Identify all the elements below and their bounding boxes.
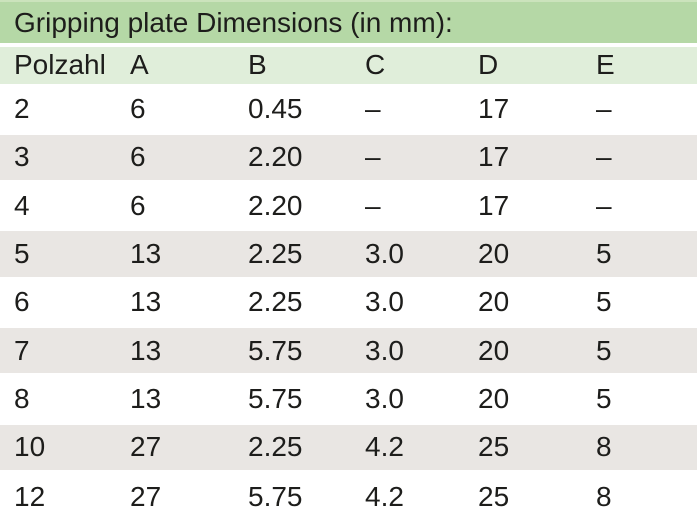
table-cell: 3 [0, 131, 116, 182]
table-cell: 6 [116, 180, 234, 230]
table-cell: 20 [464, 276, 582, 327]
table-cell: 8 [0, 373, 116, 424]
table-cell: 8 [582, 421, 697, 472]
table-cell: 5.75 [234, 325, 351, 375]
table-cell: 25 [464, 421, 582, 472]
table-cell: – [351, 180, 464, 230]
table-row: 7 13 5.75 3.0 20 5 [0, 325, 697, 375]
table-cell: 7 [0, 325, 116, 375]
table-cell: 3.0 [351, 276, 464, 327]
table-cell: 17 [464, 180, 582, 230]
table-cell: 2.20 [234, 180, 351, 230]
table-cell: 8 [582, 470, 697, 520]
table-cell: 27 [116, 470, 234, 520]
column-header-c: C [351, 43, 464, 85]
table-cell: 2.25 [234, 228, 351, 279]
column-header-polzahl: Polzahl [0, 43, 116, 85]
table-cell: 27 [116, 421, 234, 472]
table-cell: 13 [116, 373, 234, 424]
table-cell: – [351, 83, 464, 134]
table-cell: 3.0 [351, 373, 464, 424]
table-cell: 13 [116, 228, 234, 279]
table-cell: 20 [464, 325, 582, 375]
table-cell: 5.75 [234, 373, 351, 424]
table-cell: 2.20 [234, 131, 351, 182]
table-cell: 5.75 [234, 470, 351, 520]
table-cell: 3.0 [351, 325, 464, 375]
table-cell: 12 [0, 470, 116, 520]
table-cell: 13 [116, 325, 234, 375]
column-header-e: E [582, 43, 697, 85]
title-bar: Gripping plate Dimensions (in mm): [0, 0, 697, 45]
table-cell: 2.25 [234, 276, 351, 327]
table-cell: 10 [0, 421, 116, 472]
table-row: 8 13 5.75 3.0 20 5 [0, 373, 697, 424]
table-cell: – [582, 180, 697, 230]
table-cell: 6 [116, 131, 234, 182]
column-header-d: D [464, 43, 582, 85]
table-cell: 5 [582, 228, 697, 279]
table-cell: – [582, 83, 697, 134]
page-title: Gripping plate Dimensions (in mm): [0, 0, 697, 45]
table-cell: 20 [464, 373, 582, 424]
table-cell: – [351, 131, 464, 182]
column-header-b: B [234, 43, 351, 85]
table-cell: 5 [582, 373, 697, 424]
table-row: 2 6 0.45 – 17 – [0, 83, 697, 134]
table-row: 3 6 2.20 – 17 – [0, 131, 697, 182]
table-cell: 6 [116, 83, 234, 134]
table-cell: 0.45 [234, 83, 351, 134]
table-cell: 4.2 [351, 421, 464, 472]
column-header-row: Polzahl A B C D E [0, 43, 697, 85]
table-cell: 4.2 [351, 470, 464, 520]
table-cell: 13 [116, 276, 234, 327]
table-cell: 2 [0, 83, 116, 134]
table-row: 6 13 2.25 3.0 20 5 [0, 276, 697, 327]
table-cell: 4 [0, 180, 116, 230]
table-cell: 6 [0, 276, 116, 327]
table-cell: 5 [582, 325, 697, 375]
table-row: 5 13 2.25 3.0 20 5 [0, 228, 697, 279]
column-header-a: A [116, 43, 234, 85]
table-row: 10 27 2.25 4.2 25 8 [0, 421, 697, 472]
table-cell: 5 [582, 276, 697, 327]
table-cell: 2.25 [234, 421, 351, 472]
table-cell: 20 [464, 228, 582, 279]
table-cell: 5 [0, 228, 116, 279]
table-cell: 25 [464, 470, 582, 520]
table-cell: 17 [464, 83, 582, 134]
table-cell: 3.0 [351, 228, 464, 279]
table-cell: 17 [464, 131, 582, 182]
table-row: 12 27 5.75 4.2 25 8 [0, 470, 697, 520]
table-row: 4 6 2.20 – 17 – [0, 180, 697, 230]
table-cell: – [582, 131, 697, 182]
